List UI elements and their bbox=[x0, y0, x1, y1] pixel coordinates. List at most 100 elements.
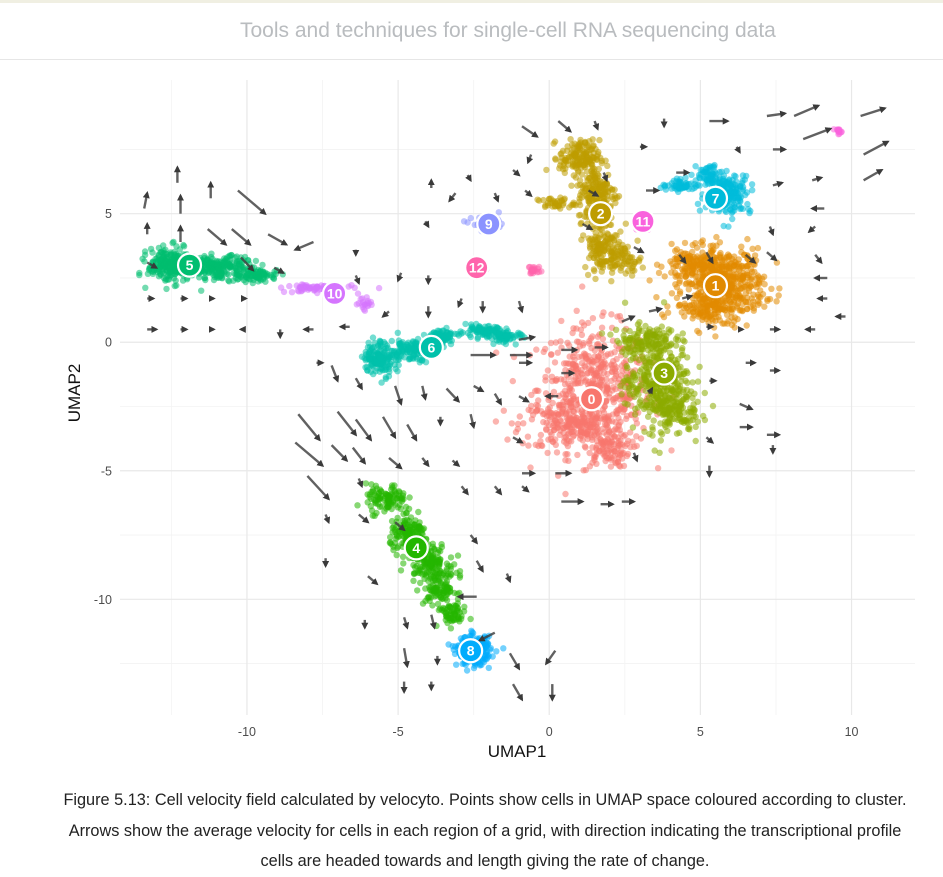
cell-point bbox=[554, 449, 560, 455]
cell-point bbox=[661, 397, 667, 403]
cell-point bbox=[510, 378, 516, 384]
cell-point bbox=[575, 369, 581, 375]
cell-point bbox=[599, 241, 605, 247]
cell-point bbox=[600, 451, 606, 457]
cell-point bbox=[560, 148, 566, 154]
cell-point bbox=[170, 239, 176, 245]
cell-point bbox=[768, 286, 774, 292]
cell-point bbox=[281, 289, 287, 295]
cell-point bbox=[695, 378, 701, 384]
cell-point bbox=[453, 662, 459, 668]
cell-point bbox=[755, 245, 761, 251]
cell-point bbox=[370, 488, 376, 494]
cell-point bbox=[493, 418, 499, 424]
cell-point bbox=[570, 145, 576, 151]
cell-point bbox=[624, 250, 630, 256]
cell-point bbox=[533, 408, 539, 414]
cell-point bbox=[705, 320, 711, 326]
cell-point bbox=[570, 364, 576, 370]
cell-point bbox=[390, 547, 396, 553]
cell-point bbox=[572, 380, 578, 386]
cell-point bbox=[674, 360, 680, 366]
cell-point bbox=[736, 295, 742, 301]
cell-point bbox=[616, 340, 622, 346]
book-title[interactable]: Tools and techniques for single-cell RNA… bbox=[240, 19, 776, 43]
cell-point bbox=[776, 285, 782, 291]
cell-point bbox=[540, 419, 546, 425]
cell-point bbox=[577, 202, 583, 208]
cell-point bbox=[430, 541, 436, 547]
cell-point bbox=[552, 138, 558, 144]
cell-point bbox=[744, 201, 750, 207]
cell-point bbox=[596, 184, 602, 190]
cell-point bbox=[432, 577, 438, 583]
cell-point bbox=[363, 480, 369, 486]
cell-point bbox=[468, 628, 474, 634]
cell-point bbox=[434, 590, 440, 596]
cell-point bbox=[270, 275, 276, 281]
cell-point bbox=[721, 320, 727, 326]
cell-point bbox=[608, 311, 614, 317]
cell-point bbox=[355, 290, 361, 296]
cell-point bbox=[548, 351, 554, 357]
cell-point bbox=[661, 314, 667, 320]
cell-point bbox=[717, 239, 723, 245]
cell-point bbox=[475, 334, 481, 340]
cell-point bbox=[661, 299, 667, 305]
cell-point bbox=[595, 235, 601, 241]
cell-point bbox=[412, 570, 418, 576]
cell-point bbox=[181, 243, 187, 249]
cell-point bbox=[668, 447, 674, 453]
cell-point bbox=[564, 451, 570, 457]
cell-point bbox=[702, 390, 708, 396]
cell-point bbox=[645, 333, 651, 339]
cell-point bbox=[656, 270, 662, 276]
cell-point bbox=[577, 212, 583, 218]
cell-point bbox=[208, 260, 214, 266]
cell-point bbox=[157, 271, 163, 277]
cell-point bbox=[607, 264, 613, 270]
cell-point bbox=[672, 248, 678, 254]
cell-point bbox=[646, 277, 652, 283]
cell-point bbox=[411, 521, 417, 527]
cell-point bbox=[556, 422, 562, 428]
cell-point bbox=[651, 417, 657, 423]
cell-point bbox=[525, 442, 531, 448]
cell-point bbox=[609, 439, 615, 445]
cell-point bbox=[580, 467, 586, 473]
cell-point bbox=[527, 464, 533, 470]
cell-point bbox=[606, 390, 612, 396]
cell-point bbox=[622, 352, 628, 358]
cell-point bbox=[684, 394, 690, 400]
cell-point bbox=[173, 251, 179, 257]
cell-point bbox=[586, 159, 592, 165]
cell-point bbox=[546, 412, 552, 418]
cell-point bbox=[702, 262, 708, 268]
cell-point bbox=[445, 589, 451, 595]
cell-point bbox=[447, 604, 453, 610]
cell-point bbox=[691, 391, 697, 397]
cell-point bbox=[387, 540, 393, 546]
cell-point bbox=[163, 286, 169, 292]
cell-point bbox=[553, 339, 559, 345]
cell-point bbox=[354, 502, 360, 508]
cell-point bbox=[543, 427, 549, 433]
cell-point bbox=[729, 216, 735, 222]
cell-point bbox=[415, 509, 421, 515]
cell-point bbox=[662, 273, 668, 279]
cell-point bbox=[656, 450, 662, 456]
cell-point bbox=[756, 277, 762, 283]
cell-point bbox=[729, 208, 735, 214]
cell-point bbox=[636, 319, 642, 325]
cell-point bbox=[569, 330, 575, 336]
cell-point bbox=[744, 322, 750, 328]
cell-point bbox=[696, 174, 702, 180]
cell-point bbox=[426, 584, 432, 590]
cell-point bbox=[621, 327, 627, 333]
cell-point bbox=[392, 366, 398, 372]
cell-point bbox=[552, 155, 558, 161]
cell-point bbox=[538, 442, 544, 448]
cell-point bbox=[594, 246, 600, 252]
cell-point bbox=[377, 341, 383, 347]
cell-point bbox=[621, 463, 627, 469]
